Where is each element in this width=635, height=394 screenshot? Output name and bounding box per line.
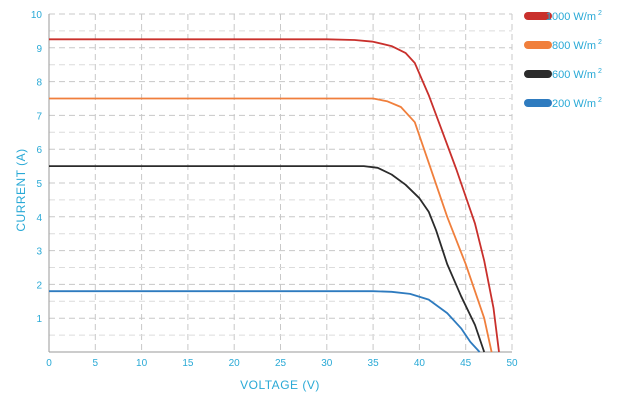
y-tick-label: 7 — [36, 111, 42, 122]
x-axis-title: VOLTAGE (V) — [240, 378, 320, 392]
grid — [49, 13, 513, 352]
y-tick-label: 10 — [31, 10, 43, 21]
series-line-800 — [49, 97, 493, 353]
legend-label: 800 W/m — [552, 40, 596, 52]
y-tick-label: 9 — [36, 44, 42, 55]
y-tick-label: 6 — [36, 145, 42, 156]
y-axis-title: CURRENT (A) — [14, 148, 28, 231]
y-tick-labels: 1 2 3 4 5 6 7 8 9 10 — [31, 10, 43, 325]
legend-item-800: 800 W/m 2 — [524, 39, 602, 52]
x-tick-label: 25 — [275, 358, 287, 369]
y-tick-label: 5 — [36, 179, 42, 190]
legend-swatch — [524, 70, 552, 78]
series-line-600 — [49, 165, 486, 353]
x-tick-labels: 0 5 10 15 20 25 30 35 40 45 50 — [46, 358, 518, 369]
legend-swatch — [524, 12, 552, 20]
y-tick-label: 4 — [36, 213, 42, 224]
series-line-200 — [49, 290, 481, 353]
x-tick-label: 50 — [506, 358, 518, 369]
x-tick-label: 40 — [414, 358, 426, 369]
legend-item-200: 200 W/m 2 — [524, 97, 602, 110]
x-tick-label: 45 — [460, 358, 472, 369]
legend-item-600: 600 W/m 2 — [524, 68, 602, 81]
legend-label: 1000 W/m — [546, 11, 596, 23]
y-tick-label: 8 — [36, 78, 42, 89]
y-tick-label: 1 — [36, 314, 42, 325]
x-tick-label: 5 — [93, 358, 99, 369]
legend-swatch — [524, 99, 552, 107]
legend-unit-superscript: 2 — [598, 39, 602, 46]
legend-unit-superscript: 2 — [598, 68, 602, 75]
x-tick-label: 35 — [368, 358, 380, 369]
axes — [48, 14, 512, 353]
legend-swatch — [524, 41, 552, 49]
y-tick-label: 2 — [36, 280, 42, 291]
legend-item-1000: 1000 W/m 2 — [524, 10, 602, 23]
x-tick-label: 30 — [321, 358, 333, 369]
y-tick-label: 3 — [36, 247, 42, 258]
x-tick-label: 0 — [46, 358, 52, 369]
series-lines — [49, 38, 500, 353]
legend-label: 200 W/m — [552, 98, 596, 110]
legend-unit-superscript: 2 — [598, 10, 602, 17]
legend-label: 600 W/m — [552, 69, 596, 81]
series-line-1000 — [49, 38, 500, 353]
x-tick-label: 20 — [229, 358, 241, 369]
x-tick-label: 10 — [136, 358, 148, 369]
legend-unit-superscript: 2 — [598, 97, 602, 104]
x-tick-label: 15 — [182, 358, 194, 369]
